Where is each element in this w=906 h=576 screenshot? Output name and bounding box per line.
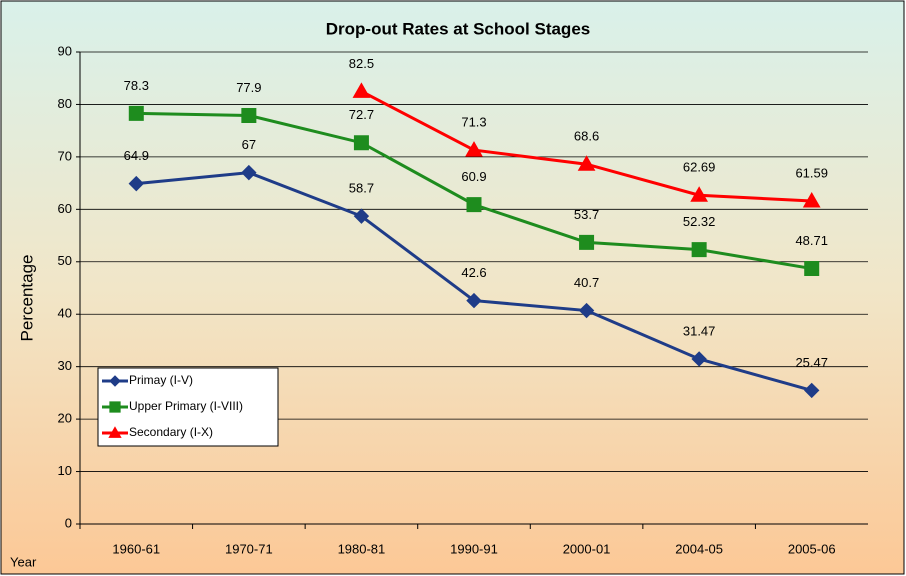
chart-title: Drop-out Rates at School Stages xyxy=(326,19,590,38)
marker xyxy=(579,234,595,250)
data-label: 48.71 xyxy=(795,233,828,248)
data-label: 68.6 xyxy=(574,129,599,144)
marker xyxy=(804,261,820,277)
data-label: 58.7 xyxy=(349,181,374,196)
marker xyxy=(128,105,144,121)
data-label: 67 xyxy=(242,137,256,152)
data-label: 72.7 xyxy=(349,107,374,122)
data-label: 53.7 xyxy=(574,207,599,222)
marker xyxy=(241,107,257,123)
x-tick-label: 1960-61 xyxy=(112,541,160,556)
legend-label: Upper Primary (I-VIII) xyxy=(129,399,243,413)
legend-label: Primay (I-V) xyxy=(129,373,193,387)
y-tick-label: 90 xyxy=(58,43,72,58)
y-tick-label: 30 xyxy=(58,358,72,373)
marker xyxy=(802,191,821,208)
marker xyxy=(465,141,483,157)
y-tick-label: 20 xyxy=(58,411,72,426)
marker xyxy=(578,302,595,319)
marker xyxy=(691,351,707,367)
marker xyxy=(353,208,370,224)
x-tick-label: 2005-06 xyxy=(788,541,836,556)
marker xyxy=(109,375,121,387)
marker xyxy=(352,82,371,98)
data-label: 64.9 xyxy=(124,148,149,163)
data-label: 78.3 xyxy=(124,78,149,93)
marker xyxy=(691,242,707,258)
data-label: 52.32 xyxy=(683,214,716,229)
data-label: 77.9 xyxy=(236,80,261,95)
y-tick-label: 80 xyxy=(58,96,72,111)
marker xyxy=(108,426,122,438)
y-tick-label: 40 xyxy=(58,306,72,321)
data-label: 25.47 xyxy=(795,355,828,370)
y-tick-label: 70 xyxy=(58,148,72,163)
x-tick-label: 1970-71 xyxy=(225,541,273,556)
data-label: 40.7 xyxy=(574,275,599,290)
legend-label: Secondary (I-X) xyxy=(129,425,213,439)
y-tick-label: 60 xyxy=(58,201,72,216)
marker xyxy=(466,292,482,309)
marker xyxy=(804,382,820,399)
y-tick-label: 0 xyxy=(65,515,72,530)
marker xyxy=(353,135,369,151)
x-axis-label: Year xyxy=(10,554,37,569)
data-label: 60.9 xyxy=(461,169,486,184)
marker xyxy=(109,401,121,413)
marker xyxy=(690,186,709,202)
marker xyxy=(577,155,596,171)
data-label: 42.6 xyxy=(461,265,486,280)
data-label: 71.3 xyxy=(461,115,486,130)
marker xyxy=(466,197,482,213)
x-tick-label: 1980-81 xyxy=(338,541,386,556)
marker xyxy=(128,175,144,192)
data-label: 62.69 xyxy=(683,160,716,175)
x-tick-label: 1990-91 xyxy=(450,541,498,556)
y-tick-label: 10 xyxy=(58,463,72,478)
data-label: 82.5 xyxy=(349,56,374,71)
x-tick-label: 2004-05 xyxy=(675,541,723,556)
y-tick-label: 50 xyxy=(58,253,72,268)
y-axis-label: Percentage xyxy=(17,255,36,342)
marker xyxy=(241,164,257,181)
x-tick-label: 2000-01 xyxy=(563,541,611,556)
data-label: 31.47 xyxy=(683,323,716,338)
data-label: 61.59 xyxy=(795,165,828,180)
